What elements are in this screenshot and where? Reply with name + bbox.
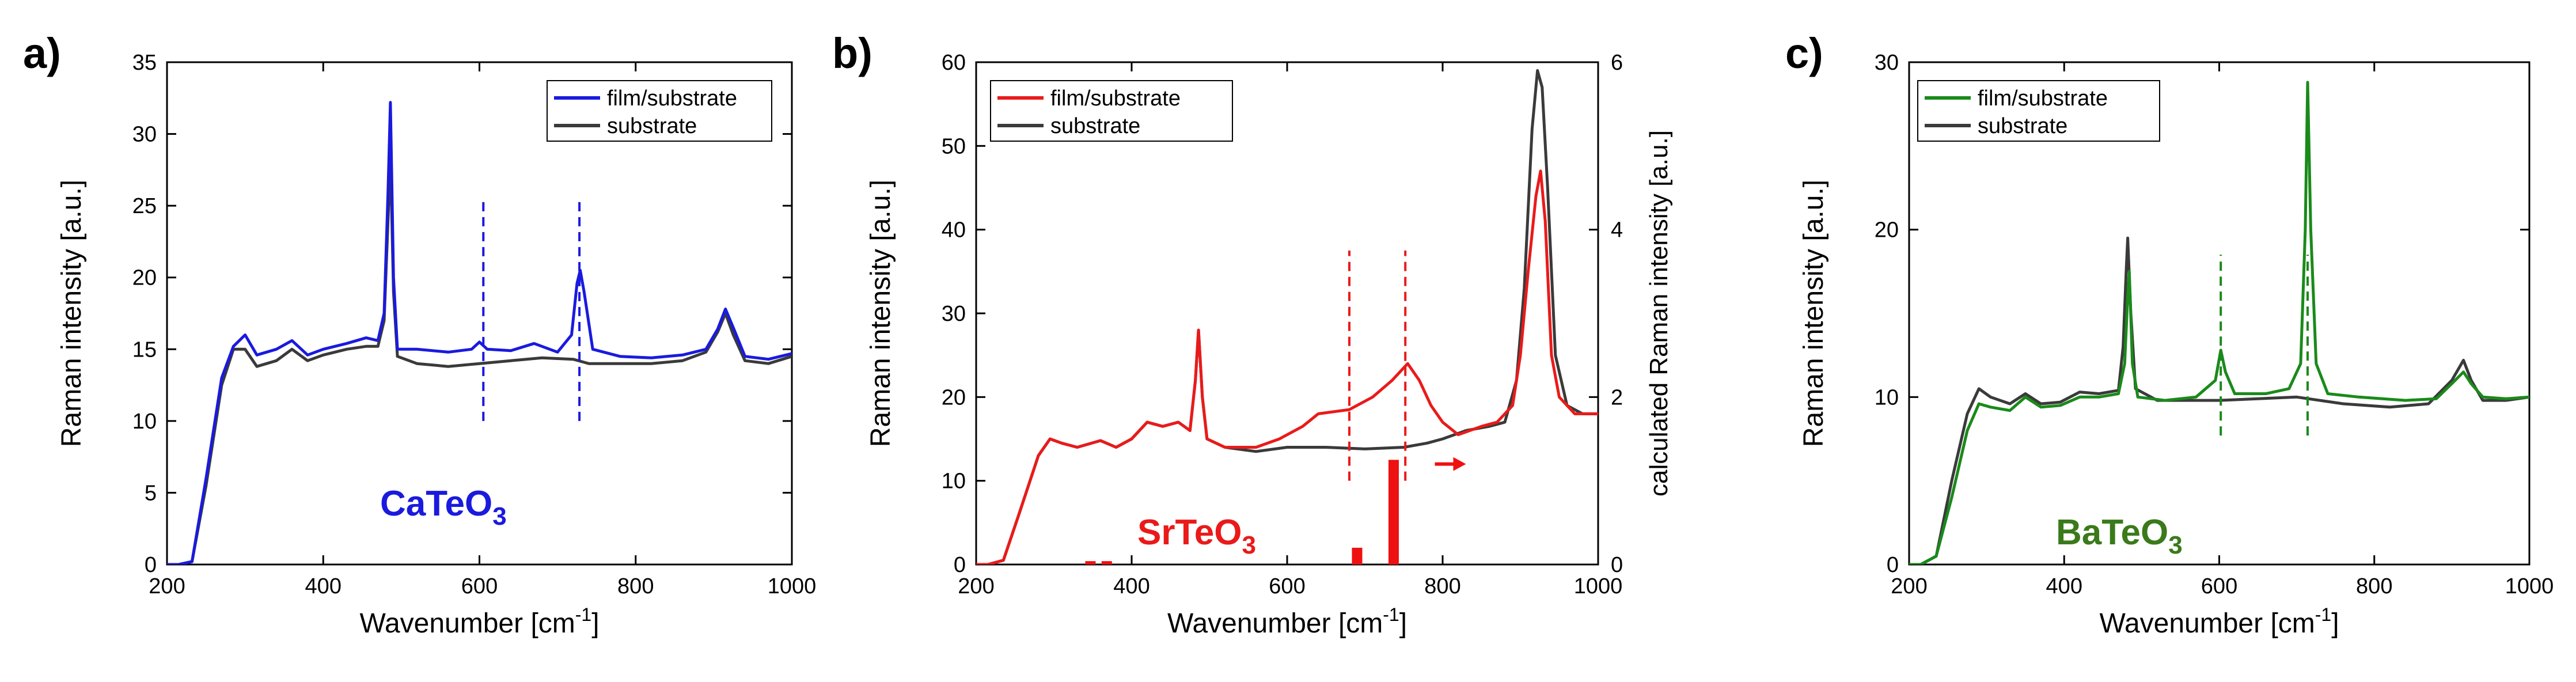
y-tick-label: 25 xyxy=(132,194,157,218)
y-tick-label: 20 xyxy=(132,266,157,290)
x-axis-label-text: Wavenumber [cm xyxy=(1167,608,1383,639)
y-tick-label: 0 xyxy=(145,553,157,577)
material-subscript: 3 xyxy=(492,502,506,531)
series-line-substrate xyxy=(976,69,1598,564)
y2-tick-label: 6 xyxy=(1611,51,1623,75)
y-tick-label: 15 xyxy=(132,338,157,362)
y-tick-label: 50 xyxy=(942,134,966,158)
x-tick-label: 600 xyxy=(1269,574,1305,598)
y-tick-label: 20 xyxy=(942,385,966,410)
x-tick-label: 600 xyxy=(2201,574,2237,598)
material-subscript: 3 xyxy=(1242,531,1255,559)
calc-raman-bar xyxy=(1352,547,1363,564)
x-tick-label: 1000 xyxy=(768,574,817,598)
legend-entry: substrate xyxy=(1978,114,2067,138)
x-tick-label: 800 xyxy=(617,574,654,598)
shift-arrow-head xyxy=(1453,457,1466,471)
y2-tick-label: 0 xyxy=(1611,553,1623,577)
x-tick-label: 800 xyxy=(2356,574,2392,598)
calc-raman-bar xyxy=(1101,561,1112,564)
x-axis-label-sup: -1 xyxy=(2315,604,2331,625)
x-tick-label: 600 xyxy=(461,574,498,598)
calc-raman-bar xyxy=(1085,561,1096,564)
y-tick-label: 30 xyxy=(1875,51,1899,75)
y-tick-label: 10 xyxy=(942,469,966,494)
legend-entry: substrate xyxy=(607,114,697,138)
x-axis-ticks: 200 400 600 800 1000 xyxy=(149,62,816,598)
y-tick-label: 10 xyxy=(1875,385,1899,410)
y2-tick-label: 2 xyxy=(1611,385,1623,410)
y-tick-label: 10 xyxy=(132,410,157,434)
series-line-film-substrate xyxy=(976,169,1598,564)
legend-box xyxy=(1917,80,2160,142)
material-base: CaTeO xyxy=(380,484,492,524)
y-tick-label: 35 xyxy=(132,51,157,75)
material-base: SrTeO xyxy=(1137,513,1242,552)
legend-box xyxy=(547,80,772,142)
x-axis-label-end: ] xyxy=(1399,608,1407,639)
x-tick-label: 1000 xyxy=(1574,574,1623,598)
legend-entry: substrate xyxy=(1050,114,1140,138)
y-tick-label: 60 xyxy=(942,51,966,75)
x-axis-label-sup: -1 xyxy=(1383,604,1399,625)
y-axis-ticks: 0 5 10 15 20 25 30 35 xyxy=(132,51,792,577)
x-axis-label-end: ] xyxy=(2331,608,2339,639)
y-tick-label: 30 xyxy=(942,302,966,326)
legend: film/substrate substrate xyxy=(547,80,772,142)
calc-raman-bar xyxy=(1388,460,1399,564)
material-base: BaTeO xyxy=(2056,513,2168,552)
x-axis-label: Wavenumber [cm-1] xyxy=(1167,604,1407,639)
y-tick-label: 30 xyxy=(132,123,157,147)
y-tick-label: 20 xyxy=(1875,218,1899,243)
x-tick-label: 400 xyxy=(2046,574,2082,598)
series-line-film-substrate xyxy=(1909,81,2529,564)
legend-box xyxy=(990,80,1233,142)
x-tick-label: 400 xyxy=(1113,574,1149,598)
legend: film/substrate substrate xyxy=(990,80,1233,142)
y-axis-ticks: 0 10 20 30 xyxy=(1875,51,2529,577)
x-axis-ticks: 200 400 600 800 1000 xyxy=(958,62,1622,598)
y-axis-label: Raman intensity [a.u.] xyxy=(56,180,87,447)
panel-label: b) xyxy=(832,29,872,77)
material-subscript: 3 xyxy=(2168,531,2182,559)
panel-label: c) xyxy=(1785,29,1823,77)
x-axis-label: Wavenumber [cm-1] xyxy=(2099,604,2339,639)
y-tick-label: 40 xyxy=(942,218,966,243)
y-tick-label: 0 xyxy=(954,553,966,577)
x-tick-label: 200 xyxy=(958,574,994,598)
x-axis-label: Wavenumber [cm-1] xyxy=(359,604,599,639)
x-axis-label-sup: -1 xyxy=(575,604,591,625)
legend-entry: film/substrate xyxy=(607,86,737,111)
series-line-substrate xyxy=(1909,236,2529,564)
legend-entry: film/substrate xyxy=(1050,86,1181,111)
y-tick-label: 0 xyxy=(1887,553,1899,577)
y2-tick-label: 4 xyxy=(1611,218,1623,243)
y-axis-ticks: 0 10 20 30 40 50 60 xyxy=(942,51,985,577)
material-label: CaTeO3 xyxy=(380,484,507,531)
x-tick-label: 400 xyxy=(305,574,342,598)
y-axis-label: Raman intensity [a.u.] xyxy=(866,180,896,447)
material-label: SrTeO3 xyxy=(1137,513,1256,559)
legend: film/substrate substrate xyxy=(1917,80,2160,142)
x-tick-label: 200 xyxy=(1891,574,1927,598)
chart-panel-1: a) 200 400 600 800 1000 0 5 10 15 20 25 30 35 Wavenumb… xyxy=(23,29,816,639)
y-axis-label: Raman intensity [a.u.] xyxy=(1799,180,1829,447)
chart-panel-2: b)200 400 600 800 100001020304050600246calcu… xyxy=(832,29,1673,639)
legend-entry: film/substrate xyxy=(1978,86,2108,111)
chart-panel-3: c) 200 400 600 800 1000 0 10 20 30 Wavenumber [cm-… xyxy=(1785,29,2554,639)
x-axis-label-end: ] xyxy=(591,608,599,639)
x-tick-label: 800 xyxy=(1424,574,1460,598)
x-axis-ticks: 200 400 600 800 1000 xyxy=(1891,62,2554,598)
x-axis-label-text: Wavenumber [cm xyxy=(359,608,575,639)
y-tick-label: 5 xyxy=(145,481,157,505)
panel-label: a) xyxy=(23,29,61,77)
x-axis-label-text: Wavenumber [cm xyxy=(2099,608,2315,639)
y2-axis-label: calculated Raman intensity [a.u.] xyxy=(1645,130,1673,497)
series-line-film-substrate xyxy=(167,101,792,564)
x-tick-label: 200 xyxy=(149,574,185,598)
y2-axis-ticks: 0 2 4 6 xyxy=(1589,51,1623,577)
x-tick-label: 1000 xyxy=(2505,574,2554,598)
material-label: BaTeO3 xyxy=(2056,513,2183,559)
